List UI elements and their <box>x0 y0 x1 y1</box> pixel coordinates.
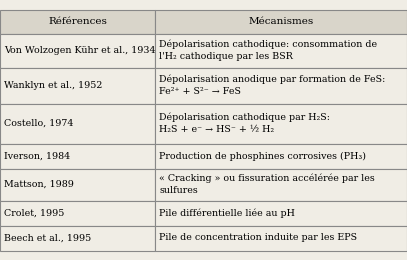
Bar <box>0 103 155 144</box>
Bar <box>155 144 407 168</box>
Bar <box>0 144 155 168</box>
Bar <box>0 168 155 200</box>
Bar <box>155 68 407 103</box>
Bar <box>155 225 407 250</box>
Text: Beech et al., 1995: Beech et al., 1995 <box>4 233 91 243</box>
Text: Mattson, 1989: Mattson, 1989 <box>4 180 74 189</box>
Text: Références: Références <box>48 17 107 26</box>
Bar <box>155 103 407 144</box>
Text: Dépolarisation anodique par formation de FeS:
Fe²⁺ + S²⁻ → FeS: Dépolarisation anodique par formation de… <box>159 75 385 96</box>
Text: Iverson, 1984: Iverson, 1984 <box>4 152 70 160</box>
Text: Pile différentielle liée au pH: Pile différentielle liée au pH <box>159 208 295 218</box>
Text: Crolet, 1995: Crolet, 1995 <box>4 209 64 218</box>
Bar <box>0 200 155 225</box>
Text: Wanklyn et al., 1952: Wanklyn et al., 1952 <box>4 81 103 90</box>
Bar <box>0 225 155 250</box>
Text: Production de phosphines corrosives (PH₃): Production de phosphines corrosives (PH₃… <box>159 151 366 161</box>
Text: Costello, 1974: Costello, 1974 <box>4 119 73 128</box>
Bar <box>155 34 407 68</box>
Bar <box>155 10 407 34</box>
Text: « Cracking » ou fissuration accélérée par les
sulfures: « Cracking » ou fissuration accélérée pa… <box>159 174 375 195</box>
Text: Mécanismes: Mécanismes <box>248 17 314 26</box>
Text: Dépolarisation cathodique: consommation de
l'H₂ cathodique par les BSR: Dépolarisation cathodique: consommation … <box>159 40 377 61</box>
Text: Pile de concentration induite par les EPS: Pile de concentration induite par les EP… <box>159 233 357 243</box>
Text: Dépolarisation cathodique par H₂S:
H₂S + e⁻ → HS⁻ + ½ H₂: Dépolarisation cathodique par H₂S: H₂S +… <box>159 113 330 134</box>
Bar <box>0 34 155 68</box>
Bar <box>155 200 407 225</box>
Bar <box>0 10 155 34</box>
Bar <box>155 168 407 200</box>
Text: Von Wolzogen Kühr et al., 1934: Von Wolzogen Kühr et al., 1934 <box>4 46 155 55</box>
Bar <box>0 68 155 103</box>
